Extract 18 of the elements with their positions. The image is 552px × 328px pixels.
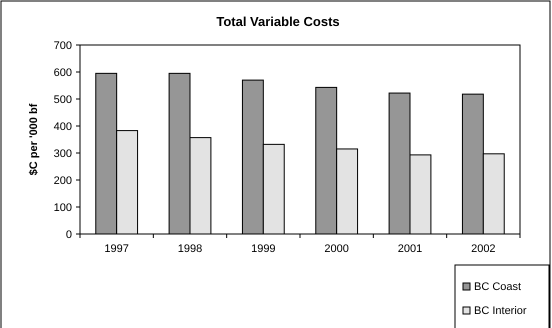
x-tick-label: 1997 [104,243,129,255]
y-tick-label: 700 [54,40,72,52]
x-tick-label: 1999 [251,243,276,255]
x-tick-label: 2002 [471,243,496,255]
legend-label: BC Interior [474,305,527,317]
y-tick-label: 400 [54,121,72,133]
x-tick-label: 2000 [324,243,349,255]
y-axis-title: $C per '000 bf [28,103,40,176]
chart-title: Total Variable Costs [216,14,340,29]
y-tick-label: 100 [54,202,72,214]
y-tick-label: 0 [66,229,72,241]
legend-label: BC Coast [474,281,522,293]
x-tick-label: 1998 [178,243,202,255]
y-tick-label: 200 [54,175,72,187]
x-tick-label: 2001 [398,243,422,255]
y-tick-label: 300 [54,148,72,160]
y-tick-label: 600 [54,67,72,79]
y-tick-label: 500 [54,94,72,106]
